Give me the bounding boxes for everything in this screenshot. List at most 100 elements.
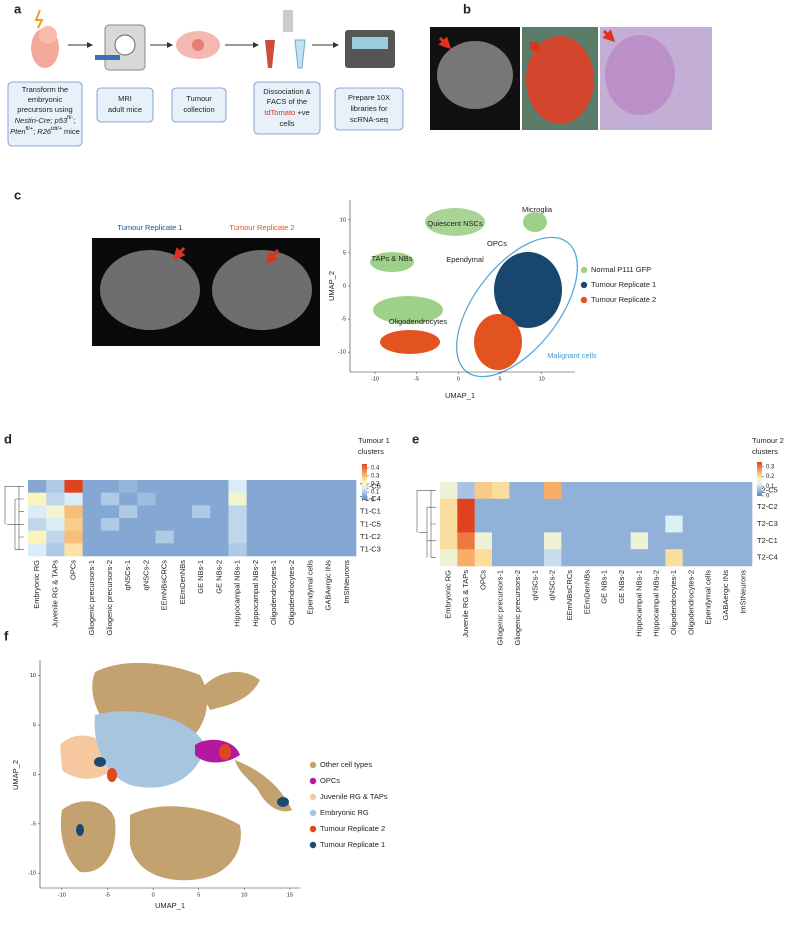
row-label: T1-C5 [360, 519, 381, 528]
heatmap-cell [717, 515, 735, 533]
column-label: ImStNeurons [738, 570, 747, 614]
heatmap-title: clusters [358, 447, 384, 456]
legend-label: Tumour Replicate 1 [320, 840, 385, 849]
heatmap-cell [630, 515, 649, 533]
heatmap-cell [173, 505, 193, 519]
heatmap-cell [301, 480, 320, 493]
heatmap-cell [474, 549, 493, 567]
legend-swatch [580, 281, 588, 289]
genotype: Nestin-Cre; p53 [15, 116, 68, 125]
heatmap-cell [648, 515, 666, 533]
column-label: Embryonic RG [32, 560, 41, 609]
cluster [425, 208, 485, 236]
column-label: GE NBs-2 [214, 560, 223, 594]
y-tick-label: 0 [343, 283, 346, 289]
heatmap-cell [173, 518, 193, 531]
heatmap-cell [137, 543, 156, 557]
colorbar-tick-label: 0 [371, 498, 375, 504]
legend-label: Juvenile RG & TAPs [320, 792, 388, 801]
heatmap-cell [246, 505, 266, 519]
legend-label: Tumour Replicate 1 [591, 280, 656, 289]
legend-swatch [309, 809, 317, 817]
heatmap-cell [596, 532, 614, 550]
heatmap-cell [682, 532, 701, 550]
heatmap-cell [264, 492, 284, 506]
heatmap-cell [734, 532, 753, 550]
heatmap-cell [440, 482, 458, 500]
genotype: Pten [10, 127, 25, 136]
column-label: Gliogenic precursors-1 [87, 560, 96, 635]
x-tick-label: 15 [287, 892, 293, 898]
x-axis-label: UMAP_1 [445, 391, 475, 400]
x-axis-label: UMAP_1 [155, 901, 185, 910]
mri-image [212, 250, 312, 330]
heatmap-cell [544, 532, 562, 550]
row-label: T1-C4 [360, 494, 381, 503]
column-label: GABAergic INs [324, 560, 333, 611]
legend-swatch [309, 825, 317, 833]
heatmap-cell [100, 530, 120, 544]
heatmap-cell [561, 498, 579, 516]
cluster [94, 757, 106, 767]
annotation: Quiescent NSCs [427, 219, 483, 228]
mouse-icon [176, 31, 220, 59]
row-label: T2-C3 [757, 519, 778, 528]
heatmap-cell [264, 480, 284, 493]
column-label: Hippocampal NBs-2 [251, 560, 260, 627]
column-label: Oligodendrocytes-1 [669, 570, 678, 635]
cluster [277, 797, 289, 807]
image-title: Tumour Replicate 2 [229, 223, 294, 232]
colorbar-tick-label: 0.4 [371, 466, 380, 472]
heatmap-cell [665, 498, 683, 516]
heatmap-cell [283, 492, 302, 506]
heatmap-cell [283, 543, 302, 557]
y-tick-label: 0 [33, 772, 36, 778]
heatmap-cell [544, 549, 562, 567]
panel-label: d [4, 431, 12, 446]
y-tick-label: -10 [338, 350, 346, 356]
tubes-icon [265, 10, 306, 69]
heatmap-cell [137, 505, 156, 519]
column-label: ImStNeurons [342, 560, 351, 604]
heatmap-cell [544, 482, 562, 500]
column-label: Juvenile RG & TAPs [50, 560, 59, 628]
cluster [107, 768, 117, 782]
heatmap-cell [665, 482, 683, 500]
colorbar-tick-label: 0.1 [371, 490, 380, 496]
heatmap-cell [457, 498, 475, 516]
heatmap-cell [64, 505, 83, 519]
heatmap-cell [717, 482, 735, 500]
heatmap-cell [137, 480, 156, 493]
step-box [253, 81, 321, 135]
cluster [370, 252, 414, 272]
heatmap-cell [613, 549, 631, 567]
heatmap-cell [474, 532, 493, 550]
heatmap-cell [119, 530, 138, 544]
heatmap-cell [700, 482, 718, 500]
heatmap-cell [192, 518, 211, 531]
legend-label: OPCs [320, 776, 340, 785]
heatmap-cell [319, 480, 339, 493]
column-label: GE NBs-2 [617, 570, 626, 604]
heatmap-cell [155, 518, 175, 531]
heatmap-cell [319, 518, 339, 531]
heatmap-cell [82, 492, 102, 506]
step-text: FACS of the [267, 97, 307, 106]
colorbar-tick-label: 0 [766, 494, 770, 500]
colorbar-tick-label: 0.3 [766, 464, 775, 470]
cluster [195, 739, 240, 763]
step-text: Nestin-Cre; p53fl/-; [15, 115, 76, 125]
heatmap-cell [46, 505, 65, 519]
heatmap-cell [137, 518, 156, 531]
heatmap-cell [283, 480, 302, 493]
marker: tdTomato [264, 108, 295, 117]
heatmap-cell [264, 543, 284, 557]
heatmap-cell [28, 492, 47, 506]
heatmap-cell [100, 543, 120, 557]
column-label: Ependymal cells [305, 560, 314, 615]
heatmap-cell [192, 505, 211, 519]
row-label: T1-C1 [360, 507, 381, 516]
dendrogram [4, 486, 24, 550]
genotype: fl/+ [26, 126, 34, 132]
step-text: cells [279, 119, 294, 128]
